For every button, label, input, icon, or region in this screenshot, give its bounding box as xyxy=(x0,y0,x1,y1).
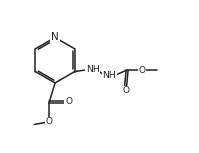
Text: O: O xyxy=(122,86,129,95)
Text: N: N xyxy=(51,32,59,43)
Text: NH: NH xyxy=(86,65,99,74)
Text: NH: NH xyxy=(102,71,116,80)
Text: O: O xyxy=(46,117,53,126)
Text: O: O xyxy=(139,66,145,75)
Text: O: O xyxy=(65,97,72,106)
